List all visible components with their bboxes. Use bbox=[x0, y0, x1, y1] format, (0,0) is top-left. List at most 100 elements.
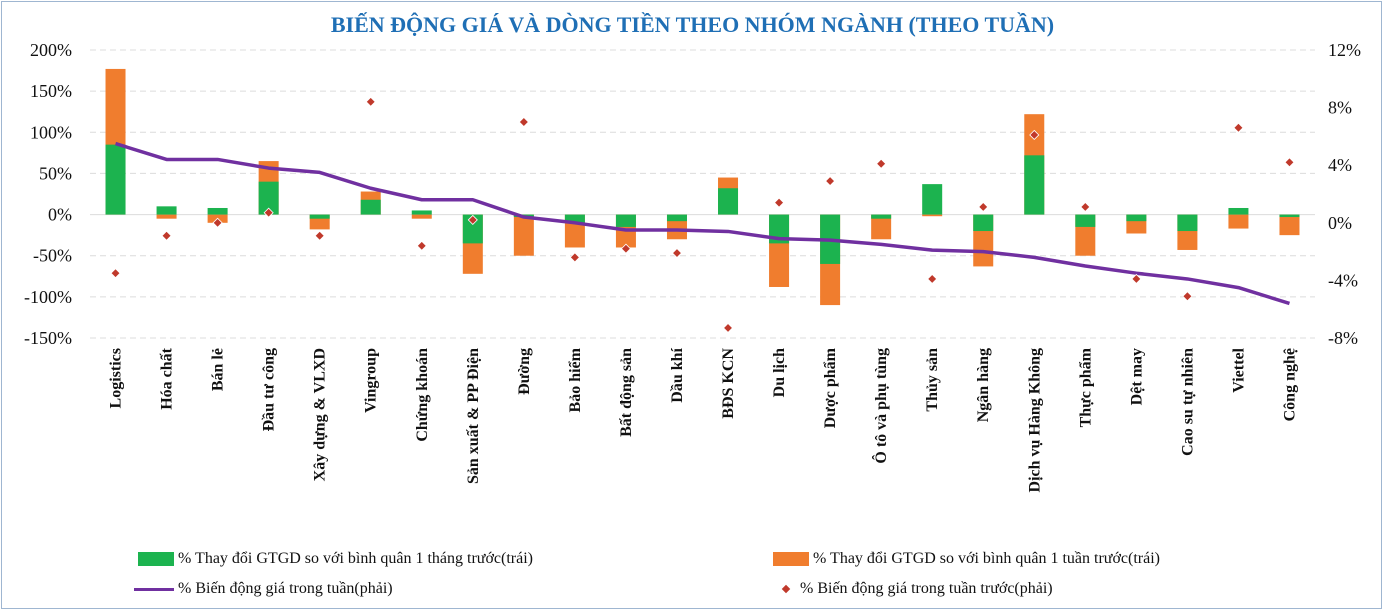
legend-item-price-change: % Biến động giá trong tuần(phải) bbox=[134, 580, 393, 598]
point-prev-price-change bbox=[365, 96, 376, 107]
bar-monthly bbox=[309, 214, 330, 219]
bar-weekly bbox=[1279, 214, 1300, 236]
legend-label-prev-price-change: % Biến động giá trong tuần trước(phải) bbox=[800, 580, 1053, 597]
category-label: Đường bbox=[516, 348, 533, 395]
bar-monthly bbox=[411, 210, 432, 215]
bar-monthly bbox=[1228, 207, 1249, 215]
bar-monthly bbox=[871, 214, 892, 219]
right-tick-label: -8% bbox=[1328, 328, 1358, 348]
category-label: Bảo hiểm bbox=[567, 347, 584, 412]
bar-monthly bbox=[207, 207, 228, 215]
legend-swatch-price-change bbox=[134, 587, 174, 591]
point-prev-price-change bbox=[927, 273, 938, 285]
bar-weekly bbox=[1228, 214, 1249, 229]
point-prev-price-change bbox=[671, 247, 683, 259]
point-prev-price-change bbox=[263, 207, 274, 218]
point-prev-price-change bbox=[1029, 129, 1040, 141]
left-tick-label: 0% bbox=[48, 205, 72, 225]
point-prev-price-change bbox=[212, 217, 223, 228]
point-prev-price-change bbox=[825, 175, 836, 187]
legend-swatch-monthly bbox=[138, 552, 174, 566]
bar-monthly bbox=[258, 181, 279, 215]
point-prev-price-change bbox=[722, 322, 734, 333]
right-tick-label: 8% bbox=[1328, 98, 1352, 118]
legend-item-weekly: % Thay đổi GTGD so với bình quân 1 tuần … bbox=[773, 550, 1160, 568]
legend-swatch-prev-price-change bbox=[780, 582, 792, 596]
legend-label-monthly: % Thay đổi GTGD so với bình quân 1 tháng… bbox=[178, 550, 534, 567]
category-label: Ô tô và phụ tùng bbox=[871, 348, 890, 464]
series-line-price-change bbox=[115, 141, 1290, 306]
left-tick-label: 150% bbox=[30, 81, 72, 101]
right-tick-label: 4% bbox=[1328, 155, 1352, 175]
left-tick-label: -150% bbox=[24, 328, 72, 348]
bar-monthly bbox=[564, 214, 585, 223]
point-prev-price-change bbox=[161, 230, 172, 241]
category-label: Sản xuất & PP Điện bbox=[465, 348, 482, 484]
right-tick-label: 12% bbox=[1328, 40, 1361, 60]
legend-label-price-change: % Biến động giá trong tuần(phải) bbox=[178, 580, 393, 597]
bar-monthly bbox=[718, 188, 739, 215]
legend-swatch-weekly bbox=[773, 552, 809, 566]
point-prev-price-change bbox=[1284, 157, 1295, 168]
bar-monthly bbox=[156, 206, 177, 215]
bar-weekly bbox=[922, 214, 943, 217]
left-tick-label: 50% bbox=[39, 163, 72, 183]
chart-title: BIẾN ĐỘNG GIÁ VÀ DÒNG TIỀN THEO NHÓM NGÀ… bbox=[330, 12, 1055, 37]
point-prev-price-change bbox=[978, 201, 989, 213]
point-prev-price-change bbox=[1182, 291, 1193, 302]
category-label: Hóa chất bbox=[159, 347, 176, 409]
category-label: Dịch vụ Hàng Không bbox=[1026, 348, 1043, 492]
bar-weekly bbox=[513, 214, 534, 256]
point-prev-price-change bbox=[416, 240, 427, 251]
bar-monthly bbox=[1075, 214, 1096, 227]
category-label: Chứng khoán bbox=[414, 348, 431, 442]
point-prev-price-change bbox=[110, 268, 121, 279]
right-tick-label: 0% bbox=[1328, 213, 1352, 233]
bar-monthly bbox=[666, 214, 687, 222]
legend-label-weekly: % Thay đổi GTGD so với bình quân 1 tuần … bbox=[813, 550, 1161, 567]
point-prev-price-change bbox=[620, 243, 632, 254]
legend-item-monthly: % Thay đổi GTGD so với bình quân 1 tháng… bbox=[138, 550, 533, 568]
left-tick-label: -50% bbox=[33, 246, 72, 266]
bar-weekly bbox=[411, 214, 432, 219]
point-prev-price-change bbox=[314, 230, 325, 241]
point-prev-price-change bbox=[518, 116, 529, 128]
category-label: Vingroup bbox=[363, 348, 380, 413]
bar-monthly bbox=[1279, 214, 1300, 218]
bar-monthly bbox=[1177, 214, 1198, 232]
bar-monthly bbox=[360, 199, 381, 215]
bar-monthly bbox=[105, 144, 126, 215]
point-prev-price-change bbox=[1080, 201, 1091, 213]
point-prev-price-change bbox=[876, 158, 887, 169]
category-label: Đầu tư công bbox=[261, 348, 278, 431]
category-label: Ngân hàng bbox=[975, 348, 992, 422]
bar-weekly bbox=[156, 214, 177, 219]
left-tick-label: -100% bbox=[24, 287, 72, 307]
point-prev-price-change bbox=[569, 252, 580, 263]
category-label: Viettel bbox=[1230, 347, 1247, 392]
left-tick-label: 200% bbox=[30, 40, 72, 60]
category-label: Dệt may bbox=[1128, 348, 1145, 405]
category-label: Cao su tự nhiên bbox=[1179, 348, 1196, 456]
point-prev-price-change bbox=[1233, 122, 1244, 133]
category-label: Logistics bbox=[108, 348, 125, 408]
bar-monthly bbox=[1126, 214, 1147, 222]
right-tick-label: -4% bbox=[1328, 270, 1358, 290]
category-label: Dầu khí bbox=[669, 347, 686, 402]
bar-monthly bbox=[1024, 155, 1045, 215]
category-label: Công nghệ bbox=[1281, 348, 1298, 421]
bar-weekly bbox=[871, 214, 892, 240]
category-label: Dược phẩm bbox=[822, 347, 839, 428]
category-label: Xây dựng & VLXD bbox=[312, 348, 329, 481]
point-prev-price-change bbox=[773, 197, 785, 208]
point-prev-price-change bbox=[1131, 273, 1142, 285]
left-tick-label: 100% bbox=[30, 122, 72, 142]
bar-monthly bbox=[615, 214, 636, 227]
category-label: Thủy sản bbox=[924, 348, 941, 412]
category-label: BĐS KCN bbox=[720, 348, 737, 419]
point-prev-price-change bbox=[467, 214, 478, 225]
category-label: Du lịch bbox=[771, 348, 788, 397]
category-label: Bất động sản bbox=[618, 348, 635, 437]
category-label: Thực phẩm bbox=[1077, 347, 1094, 427]
